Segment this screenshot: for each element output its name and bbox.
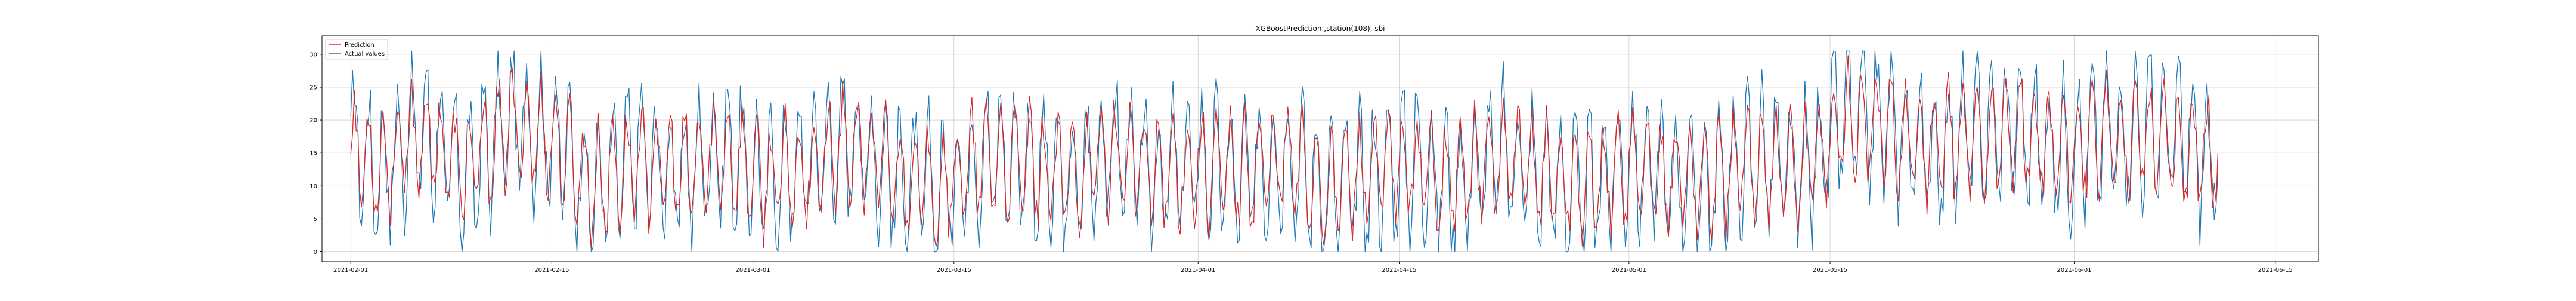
y-tick-label: 10 bbox=[309, 183, 317, 190]
plot-frame bbox=[321, 35, 2319, 262]
x-tick-label: 2021-02-01 bbox=[333, 267, 368, 274]
legend-label-prediction: Prediction bbox=[345, 42, 374, 48]
series-layer bbox=[350, 50, 2219, 253]
x-tick-label: 2021-06-01 bbox=[2057, 267, 2091, 274]
y-tick-label: 20 bbox=[309, 118, 317, 124]
chart-title: XGBoostPrediction ,station(108), sbi bbox=[1255, 24, 1385, 33]
y-axis: 0 5 10 15 20 25 30 bbox=[309, 51, 322, 256]
x-tick-label: 2021-03-01 bbox=[736, 267, 770, 274]
x-tick-label: 2021-05-15 bbox=[1813, 267, 1847, 274]
y-tick-label: 30 bbox=[309, 51, 317, 58]
series-line-prediction bbox=[350, 55, 2219, 248]
x-tick-label: 2021-06-15 bbox=[2258, 267, 2293, 274]
x-tick-label: 2021-02-15 bbox=[534, 267, 569, 274]
legend: Prediction Actual values bbox=[325, 39, 388, 60]
y-tick-label: 15 bbox=[309, 150, 317, 157]
x-axis: 2021-02-01 2021-02-15 2021-03-01 2021-03-15… bbox=[333, 262, 2293, 274]
x-tick-label: 2021-05-01 bbox=[1612, 267, 1646, 274]
y-tick-label: 25 bbox=[309, 84, 317, 91]
legend-label-actual-values: Actual values bbox=[345, 51, 385, 57]
x-tick-label: 2021-04-01 bbox=[1181, 267, 1215, 274]
x-tick-label: 2021-03-15 bbox=[937, 267, 971, 274]
plot-area bbox=[322, 36, 2318, 262]
x-tick-label: 2021-04-15 bbox=[1382, 267, 1416, 274]
y-tick-label: 5 bbox=[314, 216, 317, 223]
y-tick-label: 0 bbox=[314, 249, 317, 256]
